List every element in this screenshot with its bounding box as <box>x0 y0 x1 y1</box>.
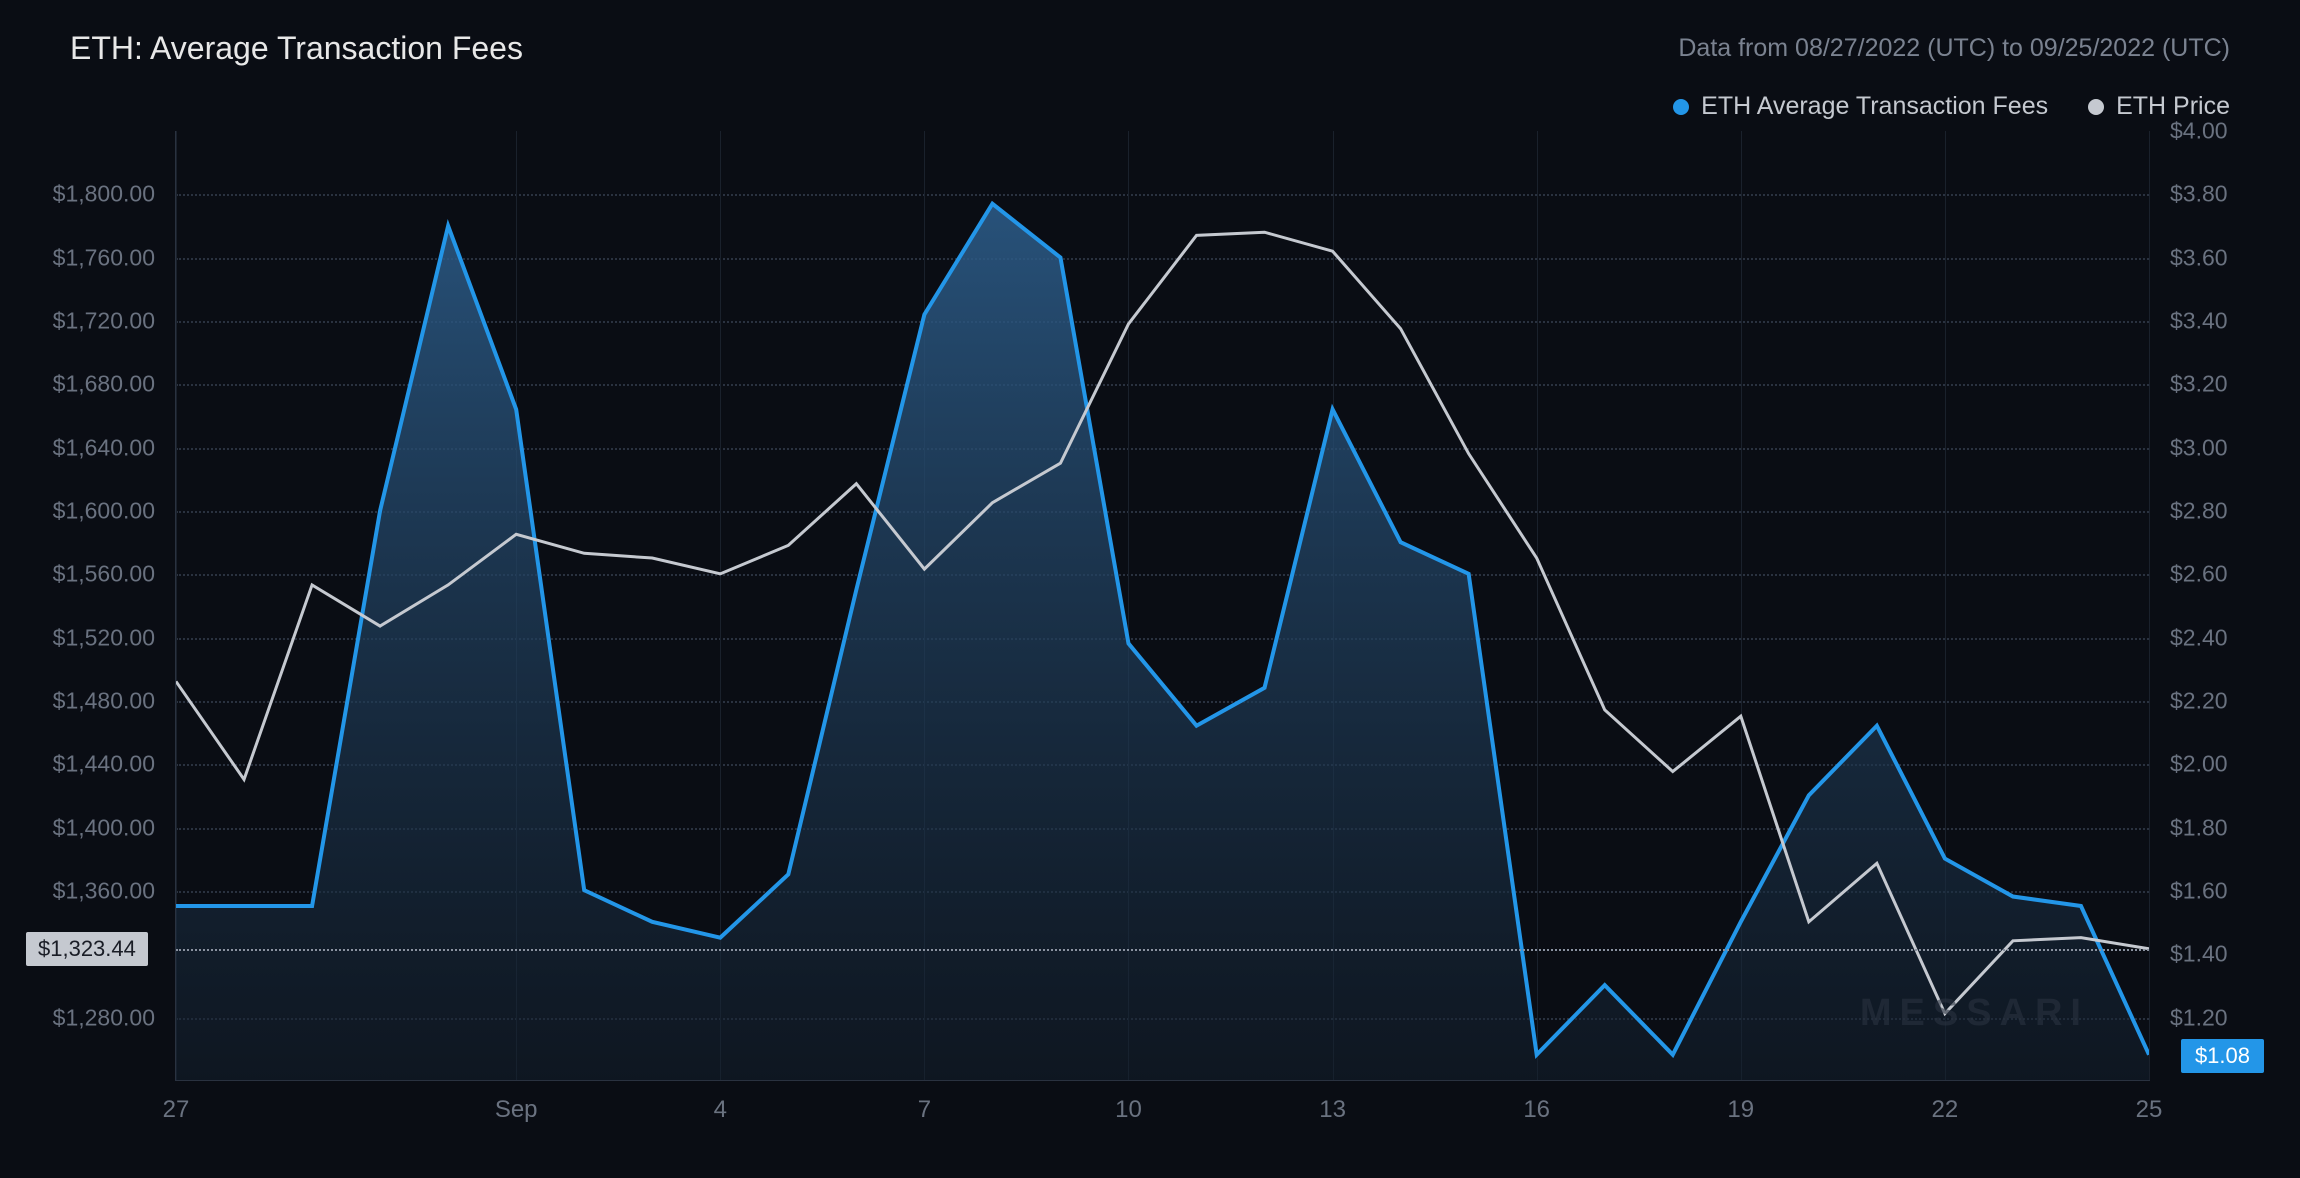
x-tick-label: 16 <box>1523 1096 1550 1124</box>
y-left-tick-label: $1,520.00 <box>53 624 155 651</box>
series-svg <box>176 131 2149 1080</box>
legend-dot-icon <box>1673 99 1689 115</box>
y-right-tick-label: $3.40 <box>2170 308 2228 335</box>
y-right-tick-label: $3.00 <box>2170 434 2228 461</box>
y-left-tick-label: $1,480.00 <box>53 688 155 715</box>
y-right-tick-label: $2.60 <box>2170 561 2228 588</box>
date-range: Data from 08/27/2022 (UTC) to 09/25/2022… <box>1678 34 2230 63</box>
y-right-tick-label: $4.00 <box>2170 118 2228 145</box>
legend-dot-icon <box>2088 99 2104 115</box>
y-right-tick-label: $1.40 <box>2170 941 2228 968</box>
y-left-tick-label: $1,680.00 <box>53 371 155 398</box>
y-left-tick-label: $1,760.00 <box>53 244 155 271</box>
x-tick-label: 19 <box>1727 1096 1754 1124</box>
y-right-tick-label: $2.20 <box>2170 688 2228 715</box>
y-left-tick-label: $1,800.00 <box>53 181 155 208</box>
y-right-tick-label: $1.20 <box>2170 1004 2228 1031</box>
x-tick-label: 27 <box>163 1096 190 1124</box>
y-right-tick-label: $2.40 <box>2170 624 2228 651</box>
y-right-tick-label: $3.60 <box>2170 244 2228 271</box>
chart-legend: ETH Average Transaction Fees ETH Price <box>0 77 2300 131</box>
y-left-tick-label: $1,560.00 <box>53 561 155 588</box>
y-left-tick-label: $1,280.00 <box>53 1004 155 1031</box>
y-left-tick-label: $1,400.00 <box>53 814 155 841</box>
x-tick-label: 22 <box>1932 1096 1959 1124</box>
y-left-tick-label: $1,640.00 <box>53 434 155 461</box>
reference-badge-left: $1,323.44 <box>26 932 148 966</box>
x-tick-label: 4 <box>714 1096 727 1124</box>
plot-region[interactable]: MESSARI $1,323.44$1.0827Sep4710131619222… <box>175 131 2150 1081</box>
reference-line <box>176 949 2149 951</box>
y-right-tick-label: $2.00 <box>2170 751 2228 778</box>
y-right-tick-label: $1.60 <box>2170 878 2228 905</box>
chart-header: ETH: Average Transaction Fees Data from … <box>0 0 2300 77</box>
y-right-tick-label: $1.80 <box>2170 814 2228 841</box>
y-left-tick-label: $1,720.00 <box>53 308 155 335</box>
x-tick-label: 10 <box>1115 1096 1142 1124</box>
legend-label: ETH Average Transaction Fees <box>1701 92 2048 121</box>
y-left-tick-label: $1,360.00 <box>53 878 155 905</box>
x-tick-label: Sep <box>495 1096 538 1124</box>
y-left-tick-label: $1,600.00 <box>53 498 155 525</box>
y-axis-right: $1.20 $1.40 $1.60 $1.80 $2.00 $2.20 $2.40 $2.60… <box>2160 131 2270 1081</box>
y-right-tick-label: $3.80 <box>2170 181 2228 208</box>
y-right-tick-label: $3.20 <box>2170 371 2228 398</box>
legend-item-fees[interactable]: ETH Average Transaction Fees <box>1673 92 2048 121</box>
gridline-v <box>2149 131 2150 1080</box>
reference-badge-right: $1.08 <box>2181 1039 2264 1073</box>
x-tick-label: 13 <box>1319 1096 1346 1124</box>
x-tick-label: 7 <box>918 1096 931 1124</box>
watermark: MESSARI <box>1860 992 2089 1035</box>
chart-title: ETH: Average Transaction Fees <box>70 30 523 67</box>
x-tick-label: 25 <box>2136 1096 2163 1124</box>
y-left-tick-label: $1,440.00 <box>53 751 155 778</box>
y-right-tick-label: $2.80 <box>2170 498 2228 525</box>
